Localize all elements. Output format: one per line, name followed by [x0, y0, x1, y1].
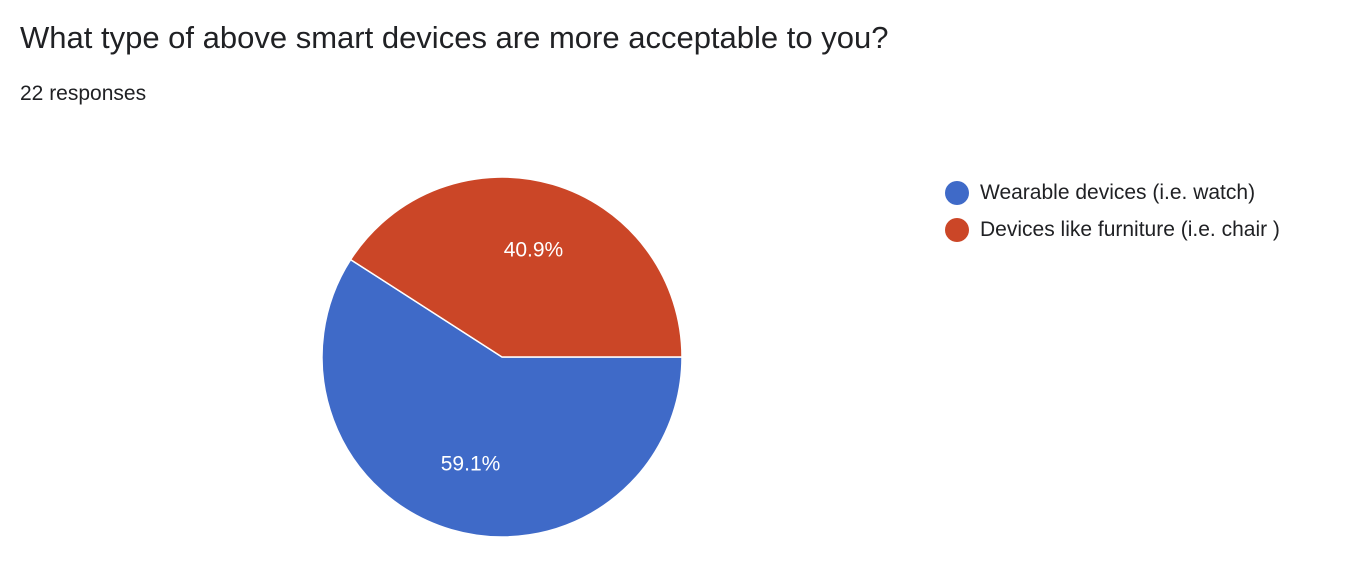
pie-slice-furniture[interactable]: [349, 176, 683, 358]
question-title: What type of above smart devices are mor…: [20, 20, 889, 55]
legend-item-furniture[interactable]: Devices like furniture (i.e. chair ): [945, 211, 1280, 248]
pie-slice-wearable[interactable]: [321, 258, 683, 538]
legend-label-wearable: Wearable devices (i.e. watch): [980, 180, 1256, 204]
legend-swatch-wearable: [945, 180, 969, 205]
pie-slices: [321, 176, 683, 538]
legend-label-furniture: Devices like furniture (i.e. chair ): [980, 217, 1280, 241]
pie-slice-label-furniture: 40.9%: [504, 238, 564, 261]
chart-legend: Wearable devices (i.e. watch) Devices li…: [945, 174, 1280, 248]
pie-labels: 59.1% 40.9%: [441, 238, 563, 475]
legend-swatch-furniture: [945, 217, 969, 242]
legend-item-wearable[interactable]: Wearable devices (i.e. watch): [945, 174, 1280, 211]
response-count: 22 responses: [20, 82, 147, 105]
pie-slice-label-wearable: 59.1%: [441, 453, 501, 476]
